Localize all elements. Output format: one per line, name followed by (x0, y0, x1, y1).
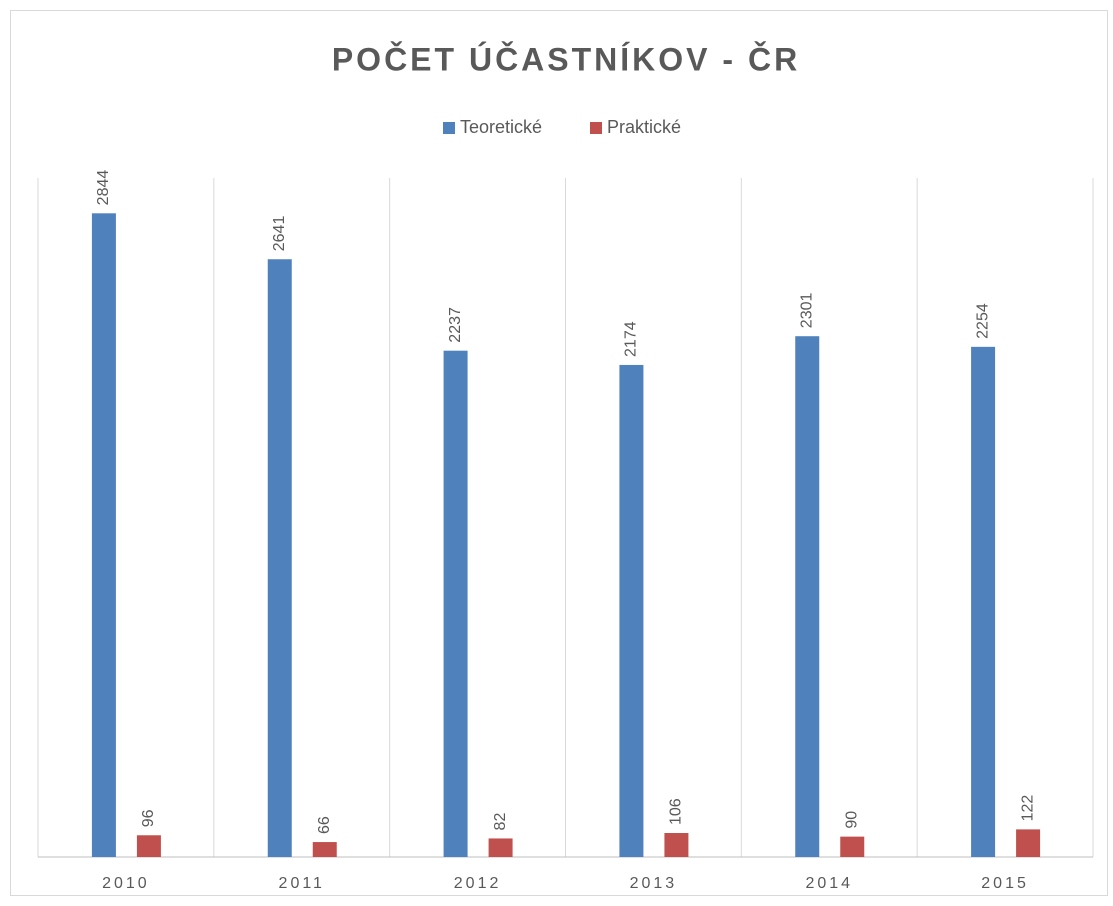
data-label: 2301 (798, 293, 815, 329)
data-label: 2254 (974, 303, 991, 339)
bar (840, 836, 865, 857)
x-tick-label: 2012 (454, 875, 502, 892)
data-label: 66 (316, 816, 333, 834)
bar (91, 213, 116, 858)
x-tick-label: 2010 (102, 875, 150, 892)
bar (619, 364, 644, 857)
data-label: 2174 (623, 321, 640, 357)
data-label: 82 (492, 813, 509, 831)
bar (664, 833, 689, 857)
data-label: 96 (140, 809, 157, 827)
legend-swatch (443, 122, 455, 134)
data-label: 106 (668, 798, 685, 825)
data-label: 122 (1019, 795, 1036, 822)
x-tick-label: 2011 (279, 875, 325, 892)
bar (1016, 829, 1041, 857)
legend-label: Teoretické (460, 117, 542, 137)
chart-title: POČET ÚČASTNÍKOV - ČR (332, 41, 800, 77)
bar (488, 838, 513, 857)
x-tick-label: 2015 (981, 875, 1029, 892)
bar (136, 835, 161, 857)
bar (795, 336, 820, 857)
data-label: 2641 (271, 216, 288, 252)
bar (971, 346, 996, 857)
legend-swatch (590, 122, 602, 134)
bar (443, 350, 468, 857)
bar (267, 259, 292, 857)
chart-border (10, 10, 1108, 896)
bar (312, 842, 337, 857)
data-label: 2237 (447, 307, 464, 343)
data-label: 2844 (95, 170, 112, 206)
data-label: 90 (843, 811, 860, 829)
legend-label: Praktické (607, 117, 681, 137)
x-tick-label: 2013 (630, 875, 678, 892)
x-tick-label: 2014 (805, 875, 853, 892)
